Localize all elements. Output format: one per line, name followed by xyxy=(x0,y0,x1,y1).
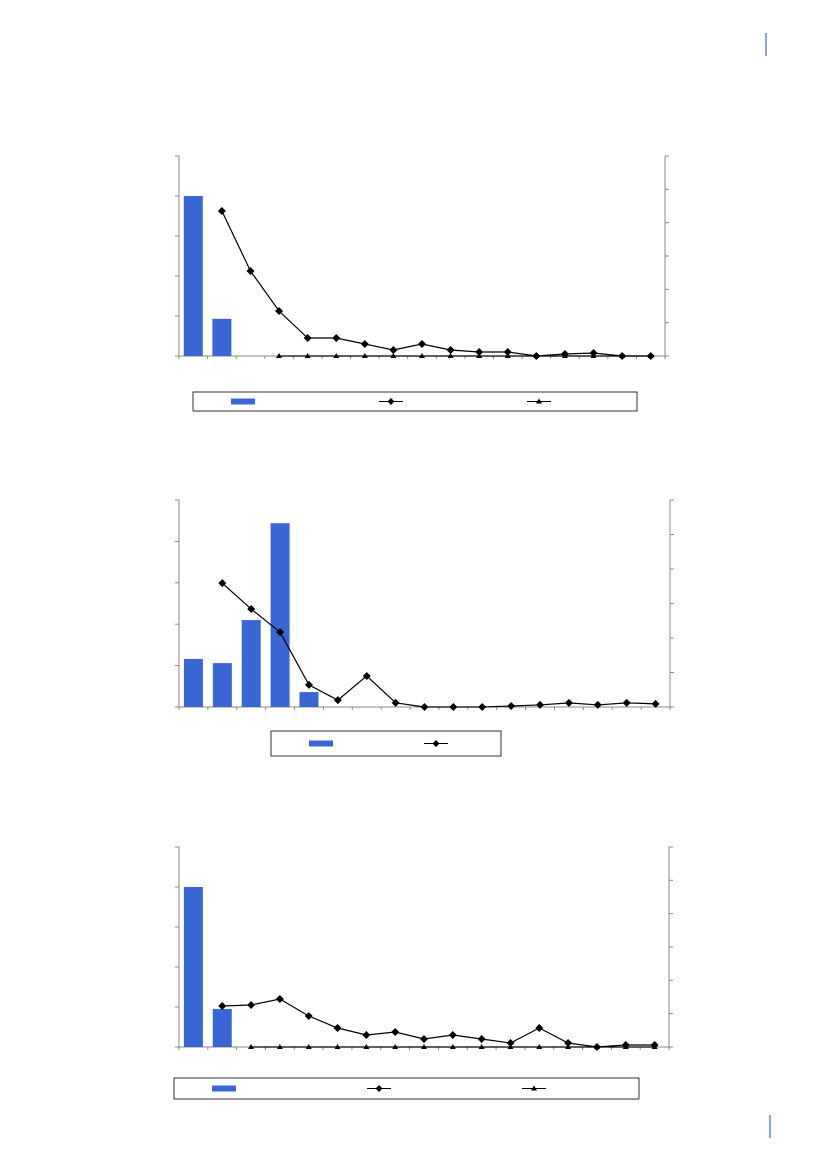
diamond-marker xyxy=(651,699,660,708)
legend-swatch xyxy=(212,1085,236,1092)
diamond-marker xyxy=(391,1028,400,1036)
diamond-marker xyxy=(593,700,602,709)
legend-marker xyxy=(432,740,440,747)
diamond-marker xyxy=(506,1039,515,1047)
triangle-marker xyxy=(504,353,511,358)
triangle-marker xyxy=(590,353,597,358)
triangle-marker xyxy=(419,353,425,358)
diamond-marker xyxy=(276,628,285,637)
diamond-marker xyxy=(303,334,312,342)
diamond-marker xyxy=(391,698,400,707)
diamond-marker xyxy=(475,348,484,356)
diamond-marker xyxy=(362,671,371,680)
diamond-marker xyxy=(420,703,429,711)
bar xyxy=(183,196,203,356)
diamond-marker xyxy=(420,1035,428,1043)
diamond-marker xyxy=(275,995,284,1003)
triangle-marker xyxy=(478,1044,485,1049)
diamond-marker xyxy=(389,346,398,354)
diamond-marker xyxy=(564,698,573,707)
chart xyxy=(175,499,674,757)
triangle-marker xyxy=(276,353,283,358)
diamond-marker xyxy=(218,1002,227,1010)
triangle-marker xyxy=(276,1044,283,1049)
diamond-marker xyxy=(332,334,341,342)
bar xyxy=(212,318,232,356)
bar xyxy=(299,692,319,707)
triangle-marker xyxy=(248,1044,255,1049)
line xyxy=(221,210,651,357)
legend xyxy=(192,391,638,412)
triangle-marker xyxy=(476,353,483,358)
triangle-marker xyxy=(305,1044,312,1049)
line xyxy=(222,998,655,1048)
triangle-marker xyxy=(361,353,368,358)
triangle-marker xyxy=(447,353,454,358)
triangle-marker xyxy=(565,1044,572,1049)
triangle-marker xyxy=(561,353,568,358)
line xyxy=(221,582,656,708)
legend-swatch xyxy=(309,740,333,747)
diamond-marker xyxy=(535,1024,544,1032)
diamond-marker xyxy=(449,703,458,711)
diamond-marker xyxy=(304,680,313,689)
triangle-marker xyxy=(449,1044,456,1049)
legend-marker xyxy=(536,398,542,404)
diamond-marker xyxy=(362,1031,371,1039)
triangle-marker xyxy=(390,353,397,358)
bar xyxy=(270,523,290,707)
diamond-marker xyxy=(564,1039,573,1047)
diamond-marker xyxy=(622,698,631,707)
bar xyxy=(212,663,232,707)
diamond-marker xyxy=(217,207,226,215)
diamond-marker xyxy=(333,1024,342,1032)
triangle-marker xyxy=(333,353,340,358)
diamond-marker xyxy=(418,340,426,348)
legend xyxy=(173,1077,640,1100)
triangle-marker xyxy=(533,353,540,358)
bar xyxy=(212,1009,232,1047)
triangle-marker xyxy=(619,353,626,358)
legend xyxy=(270,730,502,757)
legend-marker xyxy=(531,1085,537,1091)
diamond-marker xyxy=(477,1035,486,1043)
triangle-marker xyxy=(622,1044,629,1049)
diamond-marker xyxy=(536,700,545,709)
triangle-marker xyxy=(536,1044,543,1049)
bar xyxy=(183,658,203,707)
legend-marker xyxy=(387,398,395,405)
diamond-marker xyxy=(304,1012,313,1020)
triangle-marker xyxy=(593,1044,600,1049)
triangle-marker xyxy=(651,1044,658,1049)
diamond-marker xyxy=(360,340,369,348)
diamond-marker xyxy=(503,348,512,356)
diamond-marker xyxy=(247,1001,256,1009)
triangle-marker xyxy=(507,1044,514,1049)
legend-swatch xyxy=(231,398,255,405)
diamond-marker xyxy=(275,307,284,315)
chart xyxy=(173,846,673,1100)
bar xyxy=(241,620,261,707)
diamond-marker xyxy=(246,267,255,275)
bar xyxy=(183,887,203,1047)
chart xyxy=(175,155,669,412)
diamond-marker xyxy=(446,346,455,354)
diamond-marker xyxy=(448,1031,457,1039)
diamond-marker xyxy=(218,579,227,588)
triangle-marker xyxy=(421,1044,427,1049)
diamond-marker xyxy=(507,701,516,710)
triangle-marker xyxy=(304,353,311,358)
diamond-marker xyxy=(247,605,256,614)
triangle-marker xyxy=(363,1044,370,1049)
legend-marker xyxy=(375,1085,383,1092)
triangle-marker xyxy=(392,1044,399,1049)
triangle-marker xyxy=(647,353,654,358)
triangle-marker xyxy=(334,1044,341,1049)
diamond-marker xyxy=(478,703,487,711)
diamond-marker xyxy=(333,696,342,705)
